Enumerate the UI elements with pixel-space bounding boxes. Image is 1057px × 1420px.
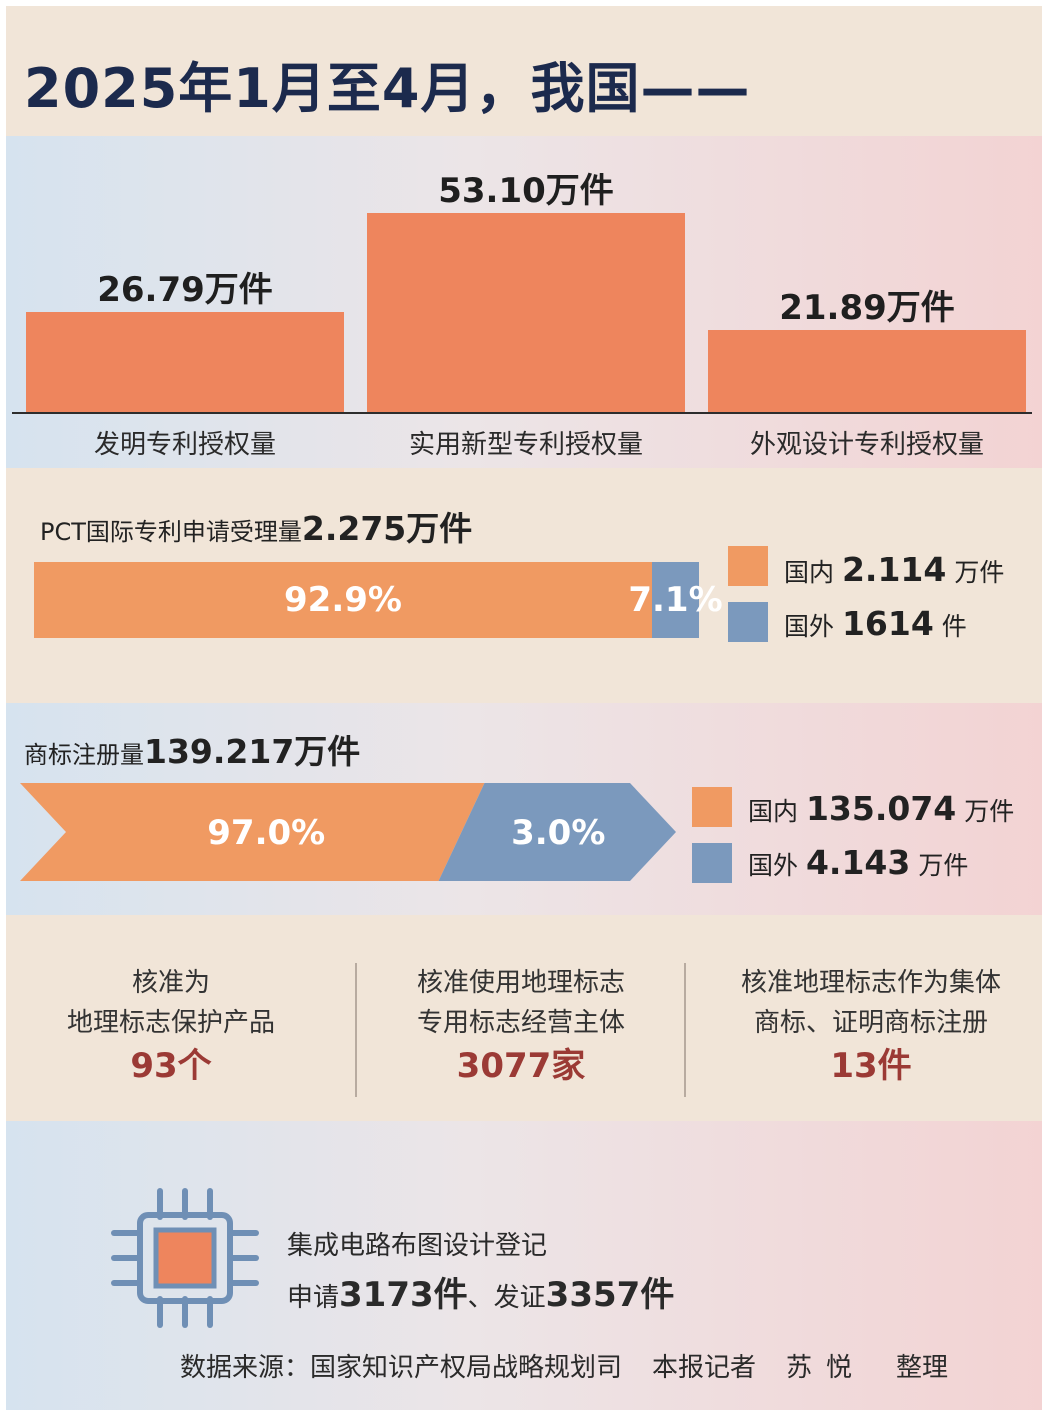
chip-icon xyxy=(111,1188,259,1328)
legend-swatch-domestic xyxy=(728,546,768,586)
trademark-legend-foreign: 国外 4.143 万件 xyxy=(748,843,969,882)
page-title: 2025年1月至4月，我国—— xyxy=(24,57,751,120)
trademark-total: 139.217万件 xyxy=(144,732,361,771)
source-credit: 数据来源：国家知识产权局战略规划司 本报记者 苏悦 整理 xyxy=(180,1353,949,1383)
bar-value-label: 21.89万件 xyxy=(779,287,955,328)
patent-bar-chart: 26.79万件 53.10万件 21.89万件 发明专利授权量 实用新型专利授权… xyxy=(6,136,1042,468)
pct-section: PCT国际专利申请受理量2.275万件 92.9% 7.1% 国内 2.114 … xyxy=(6,468,1042,703)
pct-legend-domestic: 国内 2.114 万件 xyxy=(784,550,1005,589)
legend-swatch-domestic xyxy=(692,787,732,827)
title-band: 2025年1月至4月，我国—— xyxy=(6,6,1042,136)
bar-value-label: 26.79万件 xyxy=(97,269,273,310)
pct-domestic-segment: 92.9% xyxy=(34,562,652,638)
trademark-title: 商标注册量139.217万件 xyxy=(24,732,361,771)
legend-swatch-foreign xyxy=(728,602,768,642)
trademark-section: 商标注册量139.217万件 97.0% 3.0% 国内 135.074 万件 … xyxy=(6,703,1042,915)
bar-value-label: 53.10万件 xyxy=(438,170,614,211)
category-label: 实用新型专利授权量 xyxy=(408,430,643,460)
geo-stat-operators: 核准使用地理标志 专用标志经营主体 3077家 xyxy=(416,968,625,1086)
infographic: 2025年1月至4月，我国—— 26.79万件 53.10万件 21.89万件 … xyxy=(6,6,1042,1410)
pct-title: PCT国际专利申请受理量2.275万件 xyxy=(40,509,473,548)
column-divider xyxy=(684,963,686,1097)
chart-baseline xyxy=(12,412,1032,414)
ic-layout-section: 集成电路布图设计登记 申请3173件、发证3357件 数据来源：国家知识产权局战… xyxy=(6,1121,1042,1410)
ic-label: 集成电路布图设计登记 xyxy=(287,1231,548,1261)
author-name: 苏悦 xyxy=(786,1353,867,1383)
bar-design xyxy=(708,329,1026,412)
ic-stats: 申请3173件、发证3357件 xyxy=(287,1275,675,1315)
pct-legend-foreign: 国外 1614 件 xyxy=(784,604,967,643)
trademark-foreign-pct: 3.0% xyxy=(511,813,605,853)
category-label: 发明专利授权量 xyxy=(93,430,276,460)
trademark-legend-domestic: 国内 135.074 万件 xyxy=(748,789,1015,828)
category-label: 外观设计专利授权量 xyxy=(749,430,984,460)
bar-invention xyxy=(26,311,344,412)
legend-swatch-foreign xyxy=(692,843,732,883)
trademark-domestic-segment xyxy=(20,783,485,881)
geo-indication-section: 核准为 地理标志保护产品 93个 核准使用地理标志 专用标志经营主体 3077家… xyxy=(6,915,1042,1121)
trademark-domestic-pct: 97.0% xyxy=(207,813,325,853)
bar-utility-model xyxy=(367,212,685,412)
column-divider xyxy=(355,963,357,1097)
pct-foreign-segment: 7.1% xyxy=(628,562,723,638)
pct-total: 2.275万件 xyxy=(301,509,473,548)
trademark-arrow-bar: 97.0% 3.0% xyxy=(20,783,676,881)
geo-stat-trademarks: 核准地理标志作为集体 商标、证明商标注册 13件 xyxy=(740,968,1001,1086)
trademark-foreign-segment xyxy=(438,783,676,881)
geo-stat-products: 核准为 地理标志保护产品 93个 xyxy=(66,968,275,1086)
